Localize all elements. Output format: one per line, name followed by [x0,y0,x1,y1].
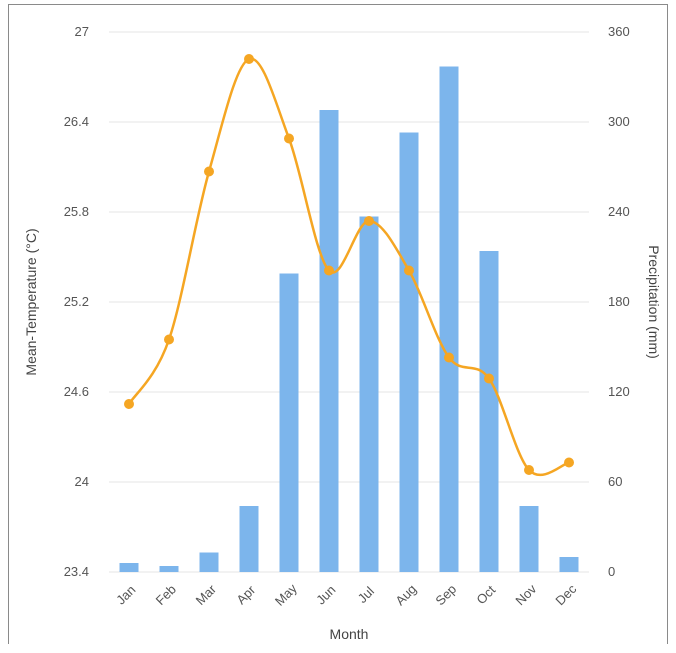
x-tick-label: Oct [473,582,498,607]
precipitation-bar [520,506,539,572]
right-tick-label: 180 [608,294,630,309]
x-tick-label: May [272,580,300,608]
right-tick-label: 120 [608,384,630,399]
precipitation-bar [360,217,379,573]
precipitation-bar [240,506,259,572]
x-tick-label: Aug [392,581,419,608]
x-axis-title: Month [330,626,369,642]
precipitation-bar [400,133,419,573]
x-tick-label: Sep [432,581,459,608]
x-tick-label: Mar [193,581,220,608]
chart-frame: 23.4 24 24.6 25.2 25.8 26.4 27 0 60 120 180 240 300… [8,4,668,644]
x-axis-ticks: Jan Feb Mar Apr May Jun Jul Aug Sep Oct Nov Dec [113,580,580,608]
x-tick-label: Nov [512,581,539,608]
temperature-point [524,465,534,475]
precipitation-bar [480,251,499,572]
temperature-point [324,266,334,276]
temperature-point [564,458,574,468]
temperature-point [244,54,254,64]
left-axis-title: Mean-Temperature (°C) [23,228,39,375]
left-axis-ticks: 23.4 24 24.6 25.2 25.8 26.4 27 [64,24,89,579]
right-tick-label: 300 [608,114,630,129]
temperature-point [404,266,414,276]
precipitation-bar [280,274,299,573]
x-tick-label: Dec [552,581,579,608]
left-tick-label: 25.8 [64,204,89,219]
combo-chart: 23.4 24 24.6 25.2 25.8 26.4 27 0 60 120 180 240 300… [9,5,669,645]
x-tick-label: Jan [113,582,138,607]
left-tick-label: 25.2 [64,294,89,309]
left-tick-label: 27 [75,24,89,39]
precipitation-bar [440,67,459,573]
right-tick-label: 240 [608,204,630,219]
right-tick-label: 60 [608,474,622,489]
x-tick-label: Jun [313,582,338,607]
right-tick-label: 0 [608,564,615,579]
left-tick-label: 23.4 [64,564,89,579]
left-tick-label: 24.6 [64,384,89,399]
temperature-line [124,54,574,475]
gridlines [109,32,589,572]
precipitation-bar [120,563,139,572]
precipitation-bars [120,67,579,573]
precipitation-bar [200,553,219,573]
x-tick-label: Feb [153,582,179,608]
right-tick-label: 360 [608,24,630,39]
temperature-point [484,374,494,384]
temperature-point [164,335,174,345]
right-axis-title: Precipitation (mm) [646,245,662,359]
precipitation-bar [560,557,579,572]
temperature-point [284,134,294,144]
right-axis-ticks: 0 60 120 180 240 300 360 [608,24,630,579]
x-tick-label: Jul [355,584,377,606]
precipitation-bar [320,110,339,572]
temperature-point [364,216,374,226]
left-tick-label: 26.4 [64,114,89,129]
x-tick-label: Apr [233,582,258,607]
temperature-point [204,167,214,177]
temperature-point [444,353,454,363]
left-tick-label: 24 [75,474,89,489]
temperature-line-path [129,59,569,475]
temperature-point [124,399,134,409]
precipitation-bar [160,566,179,572]
